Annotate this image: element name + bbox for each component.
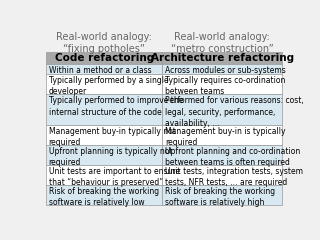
Bar <box>46 185 163 205</box>
Bar <box>46 74 163 95</box>
Bar <box>46 165 163 185</box>
Text: Code refactoring: Code refactoring <box>55 53 154 63</box>
Text: Risk of breaking the working
software is relatively high: Risk of breaking the working software is… <box>165 187 275 207</box>
Bar <box>163 185 282 205</box>
Bar <box>163 64 282 74</box>
Text: Unit tests are important to ensure
that “behaviour is preserved”: Unit tests are important to ensure that … <box>49 167 180 187</box>
Bar <box>46 64 163 74</box>
Bar <box>46 145 163 165</box>
Text: Risk of breaking the working
software is relatively low: Risk of breaking the working software is… <box>49 187 159 207</box>
Text: Within a method or a class: Within a method or a class <box>49 66 151 75</box>
Text: Management buy-in is typically
required: Management buy-in is typically required <box>165 127 285 147</box>
Text: Performed for various reasons: cost,
legal, security, performance,
availability,: Performed for various reasons: cost, leg… <box>165 96 304 128</box>
Bar <box>163 74 282 95</box>
Text: Upfront planning and co-ordination
between teams is often required: Upfront planning and co-ordination betwe… <box>165 147 300 167</box>
Text: Real-world analogy:
“fixing potholes”: Real-world analogy: “fixing potholes” <box>56 32 152 54</box>
Bar <box>46 52 282 64</box>
Text: Management buy-in typically not
required: Management buy-in typically not required <box>49 127 175 147</box>
Bar <box>163 165 282 185</box>
Bar <box>163 145 282 165</box>
Text: Unit tests, integration tests, system
tests, NFR tests, … are required: Unit tests, integration tests, system te… <box>165 167 303 187</box>
Bar <box>46 95 163 125</box>
Text: Real-world analogy:
“metro construction”: Real-world analogy: “metro construction” <box>171 32 274 54</box>
Text: Across modules or sub-systems: Across modules or sub-systems <box>165 66 285 75</box>
Text: Architecture refactoring: Architecture refactoring <box>151 53 294 63</box>
Bar <box>163 95 282 125</box>
Text: Typically requires co-ordination
between teams: Typically requires co-ordination between… <box>165 76 285 96</box>
Bar <box>163 125 282 145</box>
Bar <box>46 125 163 145</box>
Text: Typically performed by a single
developer: Typically performed by a single develope… <box>49 76 168 96</box>
Text: Upfront planning is typically not
required: Upfront planning is typically not requir… <box>49 147 172 167</box>
Text: Typically performed to improve the
internal structure of the code: Typically performed to improve the inter… <box>49 96 183 116</box>
